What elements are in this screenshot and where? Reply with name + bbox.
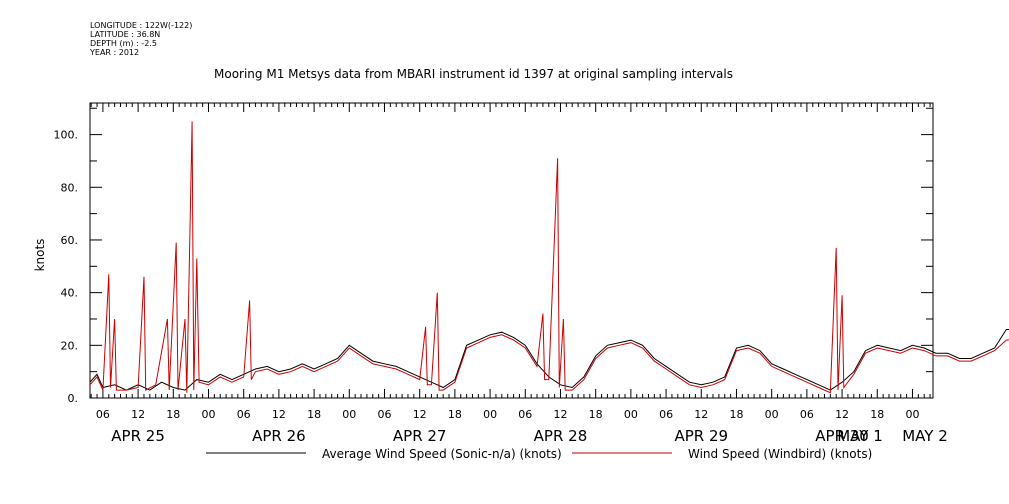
metadata-block: LONGITUDE : 122W(-122) LATITUDE : 36.8N … [90,21,192,57]
series-line-average-wind [89,329,1009,391]
x-day-label: APR 28 [534,427,588,445]
latitude-label: LATITUDE : 36.8N [90,30,161,39]
x-axis: 06 12 18 00 06 12 18 00 06 12 18 00 06 12 18 00 06 12 18 00… [90,103,948,445]
x-day-label: APR 26 [252,427,306,445]
x-hour-label: 18 [448,408,462,421]
y-tick-label: 0. [68,392,79,405]
x-hour-label: 00 [483,408,497,421]
legend-label-windbird: Wind Speed (Windbird) (knots) [688,447,872,461]
x-hour-label: 18 [166,408,180,421]
x-hour-label: 00 [202,408,216,421]
plot-border [89,102,934,399]
legend-label-average: Average Wind Speed (Sonic-n/a) (knots) [322,447,562,461]
chart-title: Mooring M1 Metsys data from MBARI instru… [214,67,733,81]
series-layer [89,121,1009,394]
x-hour-label: 18 [729,408,743,421]
x-day-label: MAY 1 [837,427,883,445]
x-hour-label: 00 [624,408,638,421]
x-hour-label: 12 [413,408,427,421]
x-hour-label: 06 [518,408,532,421]
x-day-label: APR 29 [674,427,728,445]
x-hour-label: 18 [307,408,321,421]
y-tick-label: 60. [61,234,79,247]
y-tick-label: 80. [61,181,79,194]
plot-frame [89,102,934,399]
x-hour-label: 00 [765,408,779,421]
x-hour-label: 12 [835,408,849,421]
x-hour-label: 12 [272,408,286,421]
x-hour-label: 06 [800,408,814,421]
legend: Average Wind Speed (Sonic-n/a) (knots) W… [206,447,872,461]
x-hour-label: 12 [131,408,145,421]
y-axis: 0. 20. 40. 60. 80. 100. [54,107,933,405]
x-day-label: MAY 2 [902,427,948,445]
x-hour-label: 12 [694,408,708,421]
x-day-label: APR 25 [111,427,165,445]
x-hour-label: 12 [553,408,567,421]
longitude-label: LONGITUDE : 122W(-122) [90,21,193,30]
x-hour-label: 00 [905,408,919,421]
x-day-label: APR 30 [815,427,869,445]
series-line-windbird [89,121,1009,394]
year-label: YEAR : 2012 [90,48,140,57]
x-hour-label: 18 [870,408,884,421]
x-hour-label: 06 [96,408,110,421]
y-tick-label: 20. [61,339,79,352]
x-hour-label: 00 [342,408,356,421]
y-tick-label: 100. [54,129,79,142]
x-hour-label: 06 [659,408,673,421]
x-hour-label: 06 [237,408,251,421]
depth-label: DEPTH (m) : -2.5 [90,39,157,48]
y-tick-label: 40. [61,287,79,300]
x-day-label: APR 27 [393,427,447,445]
x-hour-label: 18 [589,408,603,421]
y-axis-label: knots [33,239,47,272]
x-hour-label: 06 [377,408,391,421]
